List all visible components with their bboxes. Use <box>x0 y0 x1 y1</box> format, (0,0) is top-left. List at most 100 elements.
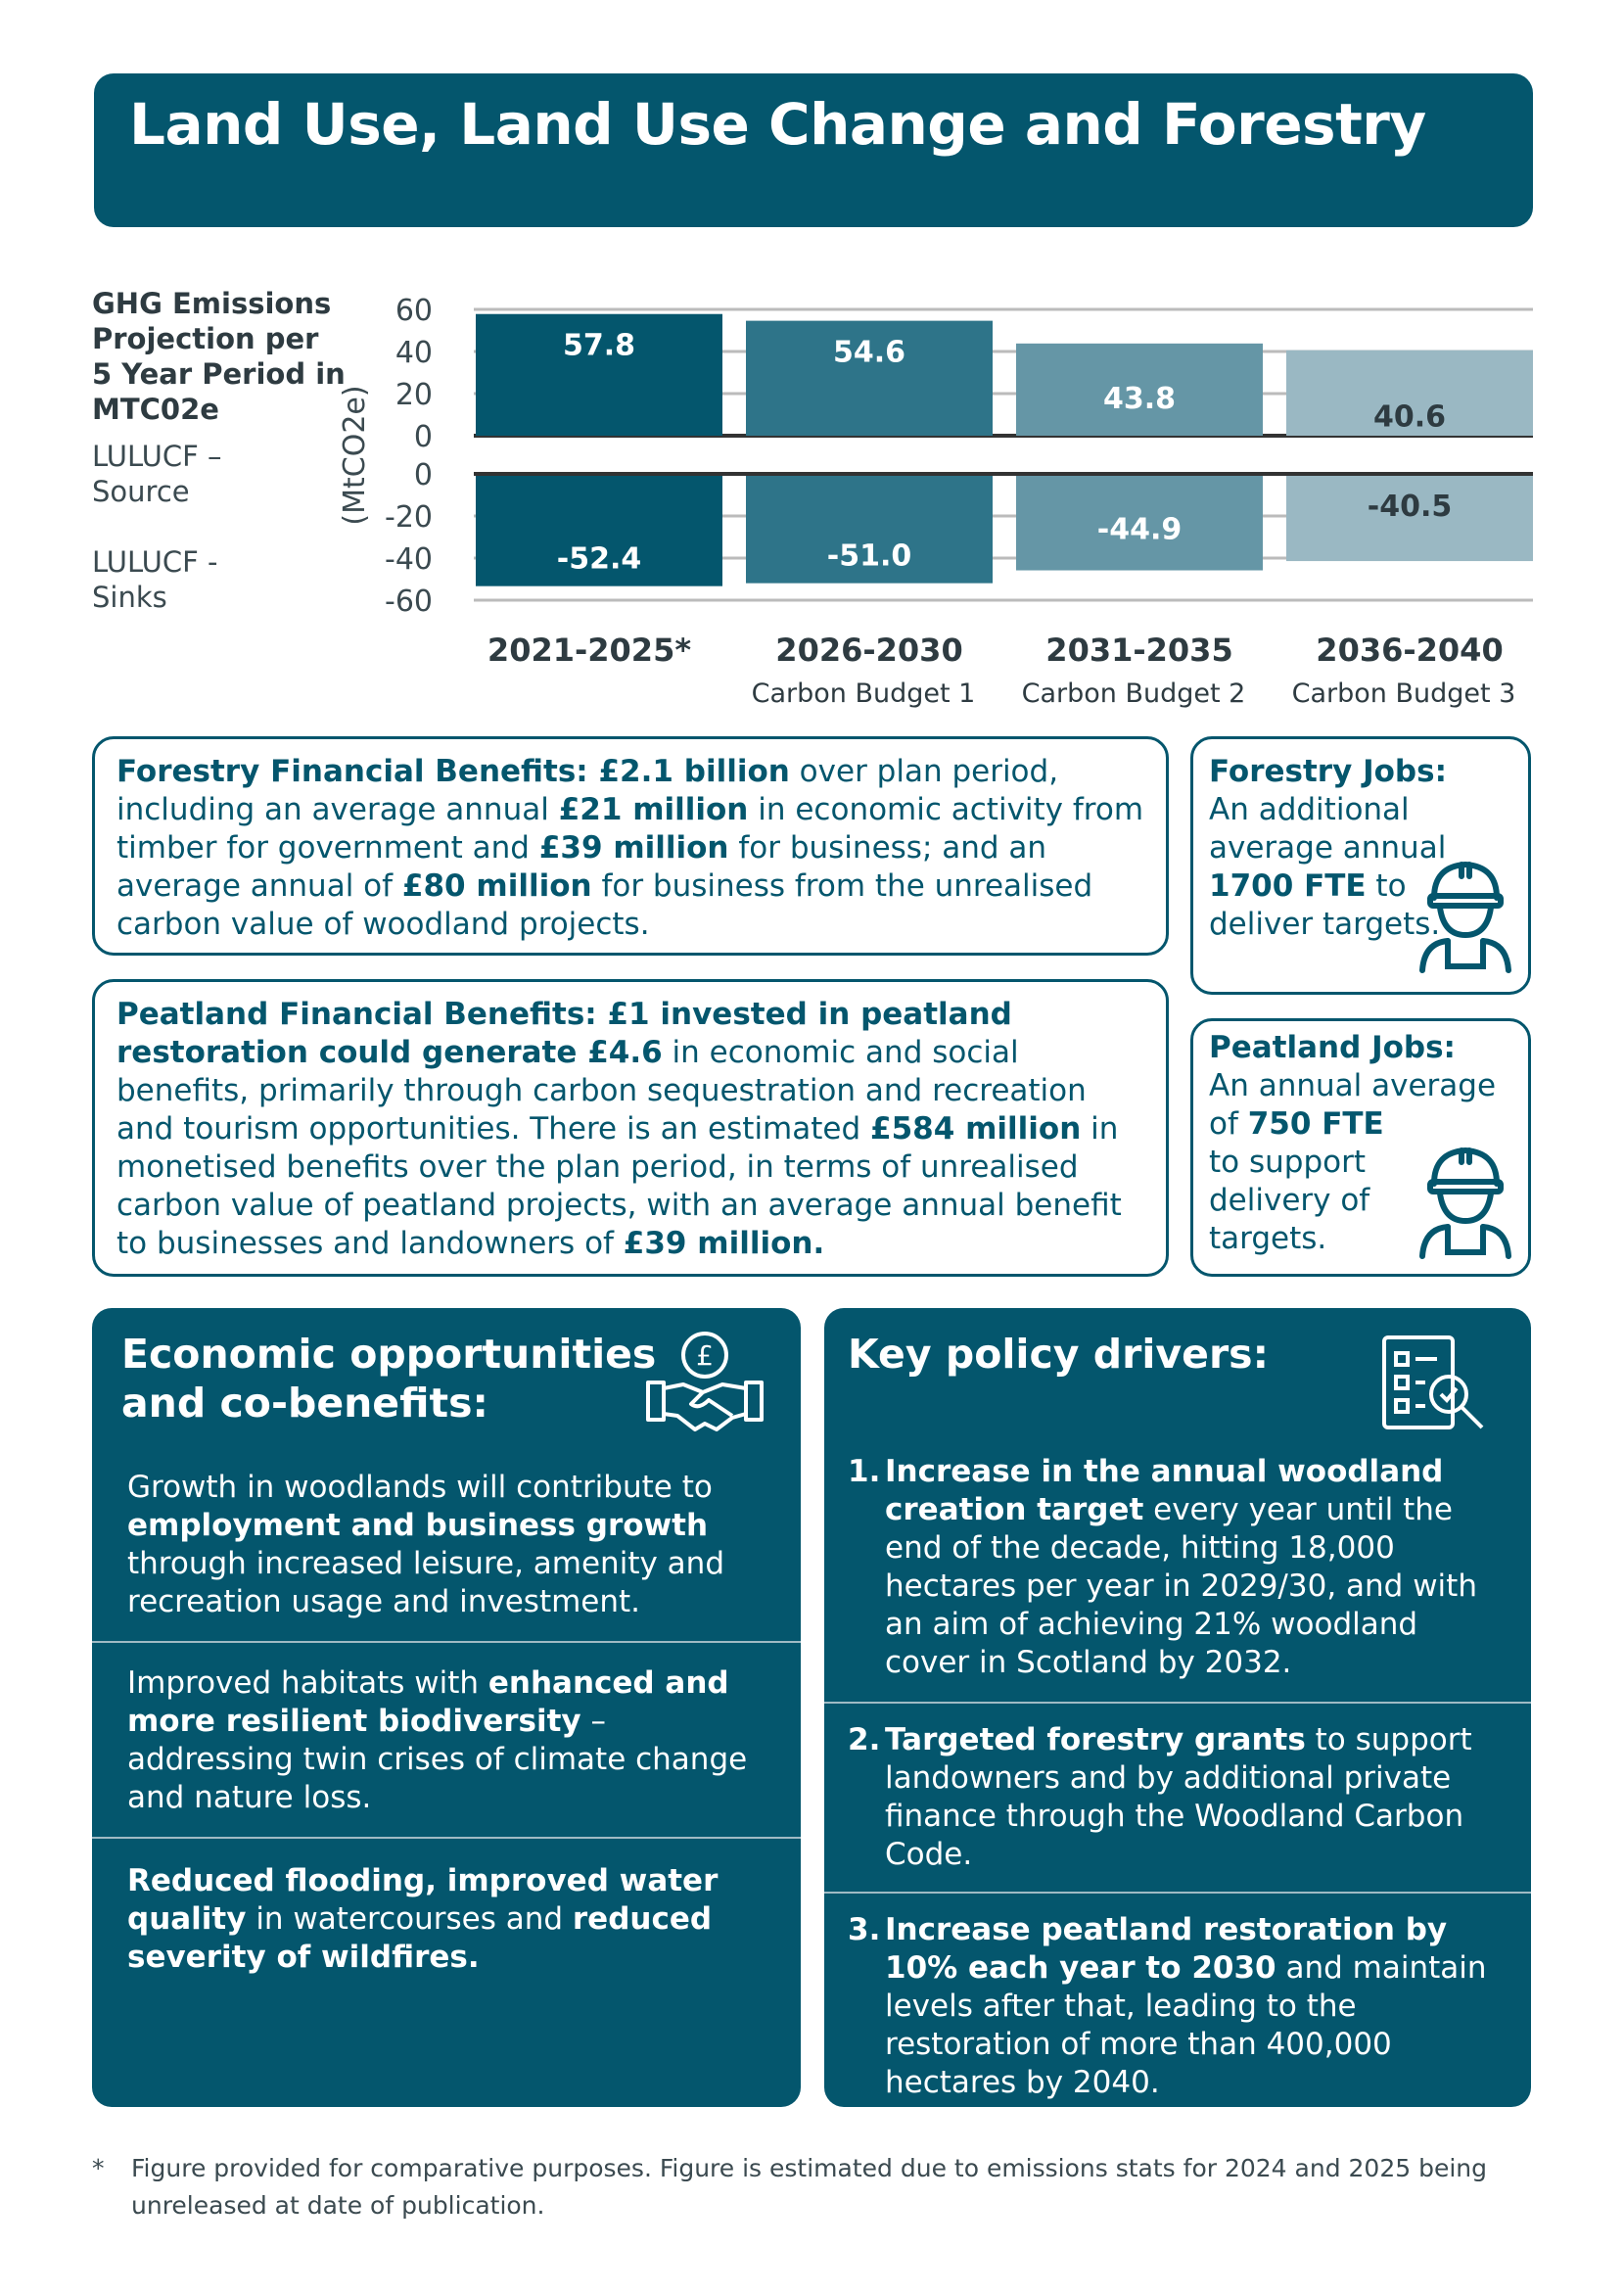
highlight: Reduced flooding, improved water quality <box>127 1863 719 1937</box>
x-category-label: 2026-2030 <box>775 632 962 669</box>
amount: £2.1 billion <box>598 754 790 789</box>
data-label: 43.8 <box>1103 382 1176 416</box>
text: every year until the end of the decade, … <box>885 1492 1477 1680</box>
text: in economic activity from timber for gov… <box>116 792 1144 866</box>
panel-heading: Economic opportunities and co-benefits: <box>121 1331 657 1427</box>
item-number: 1. <box>848 1454 881 1489</box>
handshake-pound-icon: £ <box>646 1332 764 1431</box>
policy-item-2: 2. Targeted forestry grants to support la… <box>824 1721 1531 1874</box>
data-label: 40.6 <box>1373 400 1446 435</box>
y-tick-label: -60 <box>385 585 433 619</box>
highlight: reduced severity of wildfires. <box>127 1901 713 1975</box>
text: Improved habitats with <box>127 1665 488 1701</box>
y-tick-label: 20 <box>395 378 433 412</box>
text: through increased leisure, amenity and r… <box>127 1546 724 1619</box>
item-number: 2. <box>848 1722 881 1757</box>
text: for business from the unrealised carbon … <box>116 868 1093 942</box>
text: over plan period, including an average a… <box>116 754 1059 827</box>
amount: £39 million. <box>623 1226 825 1261</box>
y-tick-label: 60 <box>395 294 433 328</box>
box-title: Forestry Jobs: <box>1209 754 1447 789</box>
data-label: 57.8 <box>563 329 635 363</box>
text: in watercourses and <box>246 1901 573 1937</box>
y-tick-label: 40 <box>395 336 433 370</box>
data-label: -44.9 <box>1097 513 1182 547</box>
series-label-source: LULUCF – Source <box>92 440 222 508</box>
footnote-mark: * <box>92 2154 105 2182</box>
text: – addressing twin crises of climate chan… <box>127 1704 748 1815</box>
x-category-sublabel: Carbon Budget 2 <box>1022 679 1246 709</box>
peatland-financial-benefits-box: Peatland Financial Benefits: £1 invested… <box>92 979 1169 1277</box>
item-number: 3. <box>848 1912 881 1947</box>
policy-item-3: 3. Increase peatland restoration by 10% e… <box>824 1911 1531 2102</box>
x-category-label: 2031-2035 <box>1045 632 1232 669</box>
forestry-financial-benefits-box: Forestry Financial Benefits: £2.1 billio… <box>92 736 1169 956</box>
co-benefit-employment: Growth in woodlands will contribute to e… <box>92 1469 801 1621</box>
highlight: Increase in the annual woodland creation… <box>885 1454 1444 1527</box>
bar-source <box>746 320 993 436</box>
title-banner: Land Use, Land Use Change and Forestry <box>94 73 1533 227</box>
co-benefit-flooding: Reduced flooding, improved water quality… <box>92 1862 801 1977</box>
y-tick-label: -40 <box>385 542 433 577</box>
bar-source <box>1016 343 1263 436</box>
text: An additional average annual <box>1209 792 1447 866</box>
x-category-label: 2036-2040 <box>1316 632 1503 669</box>
bar-source <box>476 313 722 436</box>
amount: £39 million <box>538 830 729 866</box>
bar-sinks <box>476 476 722 586</box>
series-label-sinks: LULUCF - Sinks <box>92 545 218 614</box>
box-title: Forestry Financial Benefits: <box>116 754 599 789</box>
x-category-sublabel: Carbon Budget 1 <box>752 679 976 709</box>
highlight: employment and business growth <box>127 1508 709 1543</box>
text: in monetised benefits over the plan peri… <box>116 1111 1122 1261</box>
key-policy-drivers-panel: Key policy drivers: 1. Increase in the an… <box>824 1308 1531 2107</box>
policy-item-1: 1. Increase in the annual woodland creati… <box>824 1453 1531 1682</box>
worker-icon <box>1419 1147 1511 1259</box>
footnote: * Figure provided for comparative purpos… <box>92 2150 1521 2224</box>
forestry-jobs-box: Forestry Jobs: An additional average annu… <box>1190 736 1531 995</box>
fte-count: 750 FTE <box>1247 1106 1384 1142</box>
highlight: Targeted forestry grants <box>885 1722 1306 1757</box>
fte-count: 1700 FTE <box>1209 868 1367 904</box>
x-category-label: 2021-2025* <box>487 632 691 669</box>
bar-sinks <box>1286 476 1533 562</box>
text: for business; and an average annual of <box>116 830 1047 904</box>
panel-heading: Key policy drivers: <box>848 1331 1269 1378</box>
highlight: enhanced and more resilient biodiversity <box>127 1665 729 1739</box>
amount: £80 million <box>401 868 592 904</box>
footnote-text: Figure provided for comparative purposes… <box>131 2154 1487 2220</box>
economic-opportunities-panel: Economic opportunities and co-benefits: … <box>92 1308 801 2107</box>
text: to deliver targets. <box>1209 868 1441 942</box>
svg-text:£: £ <box>696 1339 714 1372</box>
worker-icon <box>1419 861 1511 973</box>
x-category-sublabel: Carbon Budget 3 <box>1292 679 1516 709</box>
emissions-bar-chart: 60 40 20 0 57.8 54.6 43.8 40.6 0 -20 -40 -60 -52.4 -5… <box>338 294 1533 709</box>
amount: £21 million <box>558 792 749 827</box>
text: to support delivery of targets. <box>1209 1145 1370 1256</box>
bar-source <box>1286 350 1533 436</box>
data-label: -52.4 <box>557 542 641 577</box>
chart-title: GHG Emissions Projection per 5 Year Peri… <box>92 287 346 426</box>
text: Growth in woodlands will contribute to <box>127 1470 713 1505</box>
y-axis-label: (MtCO2e) <box>338 385 372 525</box>
text: to support landowners and by additional … <box>885 1722 1472 1872</box>
bar-sinks <box>746 476 993 584</box>
text: and maintain levels after that, leading … <box>885 1950 1487 2100</box>
box-title: Peatland Jobs: <box>1209 1030 1456 1065</box>
text: An annual average of <box>1209 1068 1497 1142</box>
data-label: 54.6 <box>833 336 905 370</box>
divider <box>92 1837 801 1839</box>
y-tick-label: 0 <box>414 458 433 492</box>
y-tick-label: 0 <box>414 420 433 454</box>
box-title: Peatland Financial Benefits: £1 invested… <box>116 997 1012 1070</box>
page-title: Land Use, Land Use Change and Forestry <box>129 91 1426 158</box>
amount: £584 million <box>870 1111 1082 1147</box>
checklist-magnifier-icon <box>1382 1335 1484 1429</box>
divider <box>92 1641 801 1643</box>
divider <box>824 1702 1531 1704</box>
y-tick-label: -20 <box>385 500 433 535</box>
data-label: -40.5 <box>1368 490 1452 524</box>
text: in economic and social benefits, primari… <box>116 1035 1087 1147</box>
data-label: -51.0 <box>827 539 911 574</box>
highlight: Increase peatland restoration by 10% eac… <box>885 1912 1448 1986</box>
